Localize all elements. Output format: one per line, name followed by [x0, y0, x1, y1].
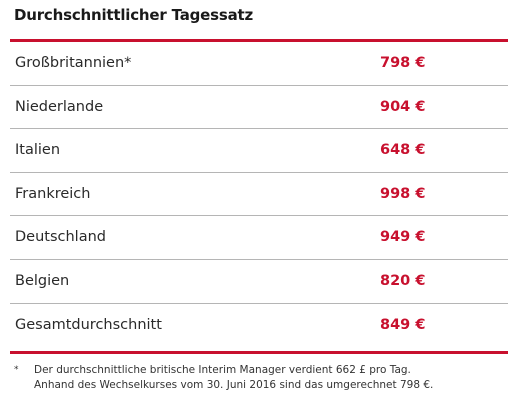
rate-value: 648 €: [380, 142, 426, 159]
table-row: Belgien 820 €: [10, 260, 508, 304]
footnote-line-2: Anhand des Wechselkurses vom 30. Juni 20…: [34, 379, 434, 391]
rate-value: 849 €: [380, 316, 426, 333]
table-row: Deutschland 949 €: [10, 216, 508, 260]
footnote-marker: *: [14, 365, 19, 375]
country-label: Niederlande: [15, 98, 104, 115]
table-row: Niederlande 904 €: [10, 86, 508, 130]
country-label: Großbritannien*: [15, 55, 132, 71]
table-row: Frankreich 998 €: [10, 173, 508, 217]
footnote-line-1: Der durchschnittliche britische Interim …: [34, 364, 411, 376]
country-label: Deutschland: [15, 229, 106, 246]
table-row: Italien 648 €: [10, 129, 508, 173]
country-label: Italien: [15, 142, 61, 159]
rate-value: 820 €: [380, 272, 426, 289]
footnote: * Der durchschnittliche britische Interi…: [14, 363, 508, 393]
rate-value: 798 €: [380, 55, 426, 71]
rate-value: 904 €: [380, 98, 426, 115]
top-accent-rule: [10, 39, 508, 42]
rate-value: 998 €: [380, 185, 426, 202]
country-label: Gesamtdurchschnitt: [15, 316, 162, 333]
bottom-accent-rule: [10, 351, 508, 354]
table-rows: Großbritannien* 798 € Niederlande 904 € …: [10, 42, 508, 347]
country-label: Frankreich: [15, 185, 91, 202]
table-row-total: Gesamtdurchschnitt 849 €: [10, 304, 508, 348]
country-label: Belgien: [15, 272, 70, 289]
rate-value: 949 €: [380, 229, 426, 246]
table-row: Großbritannien* 798 €: [10, 42, 508, 86]
table-title: Durchschnittlicher Tagessatz: [14, 6, 254, 24]
